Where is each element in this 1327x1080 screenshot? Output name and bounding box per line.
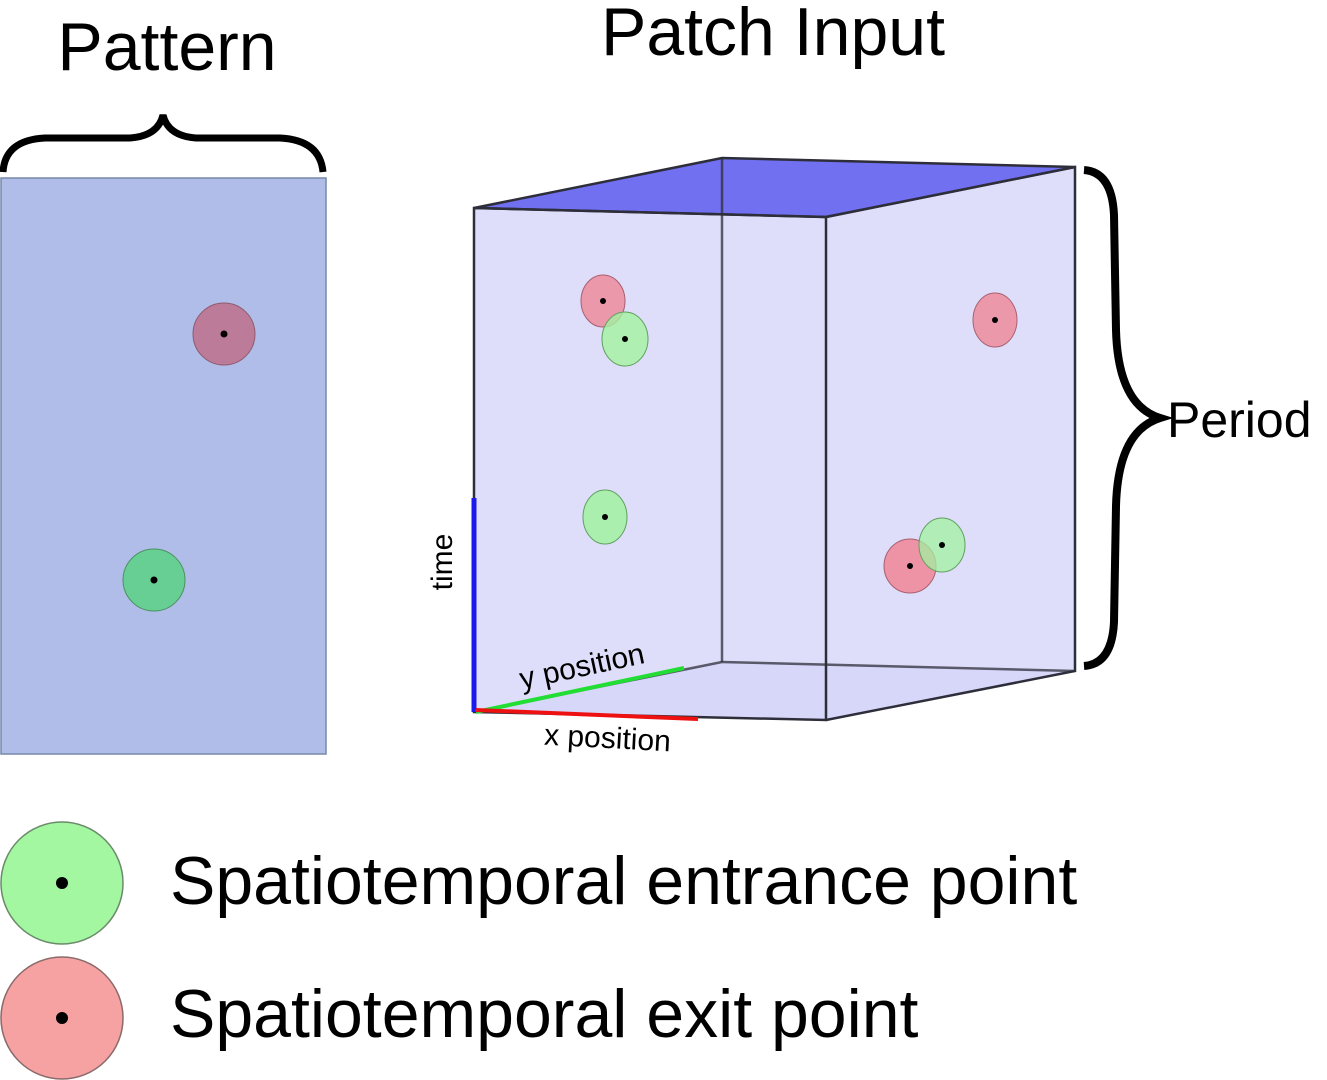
patch-input-title: Patch Input xyxy=(601,0,945,70)
time-axis-label: time xyxy=(426,534,459,591)
legend-entrance-label: Spatiotemporal entrance point xyxy=(170,843,1077,919)
pattern-brace xyxy=(0,113,327,173)
pattern-rectangle xyxy=(0,177,327,755)
pattern-exit-point xyxy=(192,302,256,366)
cube-side-face xyxy=(826,167,1075,720)
y-position-axis xyxy=(475,666,685,714)
legend-entrance-swatch xyxy=(0,821,124,945)
patch-cube xyxy=(472,156,1077,722)
period-label: Period xyxy=(1167,392,1312,448)
cube-entrance-point-3 xyxy=(918,517,966,573)
pattern-title: Pattern xyxy=(57,9,276,85)
pattern-entrance-point xyxy=(122,548,186,612)
x-position-label: x position xyxy=(543,719,671,759)
cube-entrance-point-2 xyxy=(582,489,628,545)
legend-exit-swatch xyxy=(0,956,124,1080)
cube-front-face xyxy=(474,208,826,720)
period-brace xyxy=(1083,166,1174,670)
legend: Spatiotemporal entrance point Spatiotemp… xyxy=(0,821,1077,1080)
cube-exit-point-2 xyxy=(972,292,1018,348)
cube-entrance-point-1 xyxy=(601,311,649,367)
legend-exit-label: Spatiotemporal exit point xyxy=(170,976,919,1052)
x-position-axis xyxy=(475,708,699,721)
cube-exit-point-1 xyxy=(580,274,626,328)
cube-top-face xyxy=(474,158,1075,217)
